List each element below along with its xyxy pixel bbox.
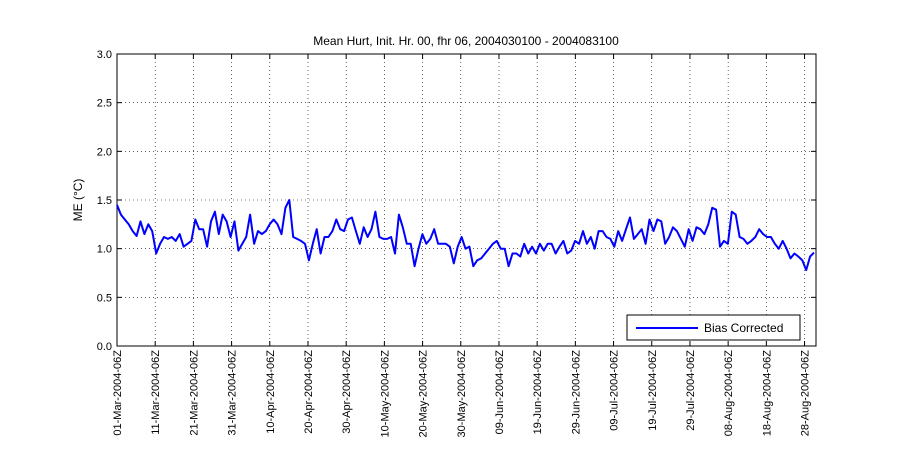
x-axis: 01-Mar-2004-06Z 11-Mar-2004-06Z 21-Mar-200…: [112, 54, 812, 437]
x-tick-label: 19-Jun-2004-06Z: [532, 350, 544, 435]
y-tick-label: 1.5: [97, 195, 112, 207]
legend: Bias Corrected: [626, 314, 801, 341]
x-tick-label: 11-Mar-2004-06Z: [150, 350, 162, 435]
y-tick-label: 0.0: [97, 341, 112, 353]
y-tick-label: 2.0: [97, 146, 112, 158]
x-tick-label: 09-Jul-2004-06Z: [609, 350, 621, 431]
x-tick-label: 30-May-2004-06Z: [456, 350, 468, 438]
x-tick-label: 08-Aug-2004-06Z: [723, 350, 735, 437]
y-tick-label: 0.5: [97, 292, 112, 304]
x-tick-label: 29-Jul-2004-06Z: [685, 350, 697, 431]
grid: [117, 54, 816, 346]
y-axis-label: ME (°C): [71, 179, 85, 222]
y-tick-label: 3.0: [97, 49, 112, 61]
legend-label: Bias Corrected: [704, 321, 783, 335]
x-tick-label: 09-Jun-2004-06Z: [494, 350, 506, 435]
x-tick-label: 19-Jul-2004-06Z: [647, 350, 659, 431]
y-axis: 0.0 0.5 1.0 1.5 2.0 2.5 3.0: [97, 49, 816, 353]
x-tick-label: 21-Mar-2004-06Z: [188, 350, 200, 436]
x-tick-label: 01-Mar-2004-06Z: [112, 350, 124, 436]
x-tick-label: 29-Jun-2004-06Z: [570, 350, 582, 435]
x-tick-label: 30-Apr-2004-06Z: [341, 350, 353, 434]
y-tick-label: 2.5: [97, 98, 112, 110]
series-line-bias-corrected: [116, 199, 815, 272]
x-tick-label: 28-Aug-2004-06Z: [800, 350, 812, 437]
series-layer: [116, 199, 815, 272]
x-tick-label: 20-May-2004-06Z: [418, 350, 430, 438]
chart-title: Mean Hurt, Init. Hr. 00, fhr 06, 2004030…: [313, 34, 619, 48]
x-tick-label: 10-Apr-2004-06Z: [265, 350, 277, 434]
x-tick-label: 10-May-2004-06Z: [379, 350, 391, 438]
x-tick-label: 31-Mar-2004-06Z: [227, 350, 239, 436]
y-tick-label: 1.0: [97, 244, 112, 256]
x-tick-label: 18-Aug-2004-06Z: [761, 350, 773, 437]
x-tick-label: 20-Apr-2004-06Z: [303, 350, 315, 434]
